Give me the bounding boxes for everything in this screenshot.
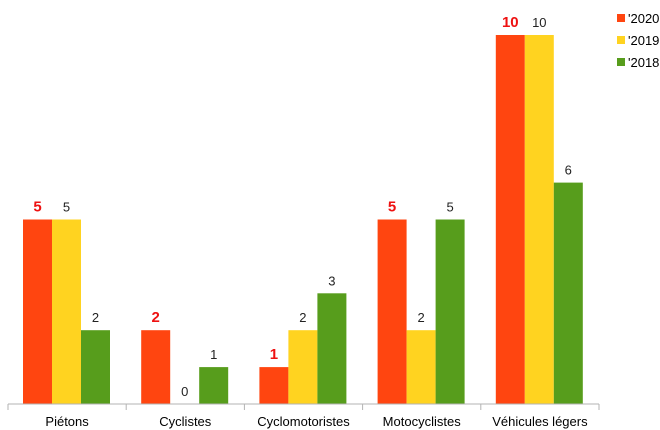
legend-label-2018: '2018 [628, 55, 659, 70]
bar-2020-cyclomotoristes [259, 367, 289, 404]
value-label-2019-cyclistes: 0 [181, 384, 188, 399]
bars-layer [23, 35, 583, 404]
legend-label-2020: '2020 [628, 11, 659, 26]
value-label-2019-vehicules-legers: 10 [532, 15, 546, 30]
category-label-cyclomotoristes: Cyclomotoristes [257, 414, 350, 429]
bar-2019-vehicules-legers [524, 35, 554, 404]
value-label-2020-cyclomotoristes: 1 [270, 346, 278, 363]
category-label-cyclistes: Cyclistes [159, 414, 212, 429]
bar-2020-pietons [23, 219, 52, 404]
value-label-2018-pietons: 2 [92, 310, 99, 325]
bar-2018-motocyclistes [435, 219, 465, 404]
legend-swatch-2018 [617, 58, 625, 66]
value-label-2020-cyclistes: 2 [152, 309, 160, 326]
category-label-motocyclistes: Motocyclistes [383, 414, 462, 429]
bar-2020-cyclistes [141, 330, 171, 404]
bar-2019-cyclomotoristes [288, 330, 318, 404]
legend-swatch-2020 [617, 14, 625, 22]
value-label-2019-cyclomotoristes: 2 [299, 310, 306, 325]
value-label-2020-vehicules-legers: 10 [502, 14, 519, 31]
value-label-2019-pietons: 5 [63, 200, 70, 215]
bar-2019-pietons [52, 219, 81, 404]
bar-2019-motocyclistes [406, 330, 436, 404]
bar-2018-cyclomotoristes [317, 293, 347, 404]
legend: '2020 '2019 '2018 [617, 11, 659, 70]
bar-2018-cyclistes [199, 367, 229, 404]
bar-2018-vehicules-legers [553, 182, 583, 404]
value-label-2018-vehicules-legers: 6 [565, 163, 572, 178]
x-axis-ticks [7, 404, 600, 410]
value-label-2020-motocyclistes: 5 [388, 199, 396, 216]
bar-2020-vehicules-legers [495, 35, 525, 404]
value-label-2018-cyclistes: 1 [210, 347, 217, 362]
category-label-pietons: Piétons [45, 414, 89, 429]
data-labels-layer: 5 5 2 2 0 1 1 2 3 5 2 5 10 10 6 [33, 14, 572, 399]
legend-label-2019: '2019 [628, 33, 659, 48]
bar-2020-motocyclistes [377, 219, 407, 404]
value-label-2018-cyclomotoristes: 3 [328, 273, 335, 288]
value-label-2020-pietons: 5 [33, 199, 41, 216]
value-label-2019-motocyclistes: 2 [417, 310, 424, 325]
category-label-vehicules-legers: Véhicules légers [492, 414, 588, 429]
bar-2018-pietons [81, 330, 110, 404]
x-axis-tick-labels: Piétons Cyclistes Cyclomotoristes Motocycli… [45, 414, 588, 429]
value-label-2018-motocyclistes: 5 [446, 200, 453, 215]
legend-swatch-2019 [617, 36, 625, 44]
